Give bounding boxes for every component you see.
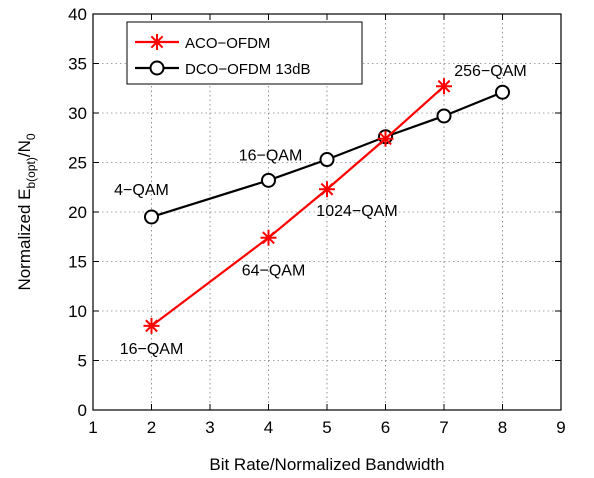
legend-item: ACO−OFDM	[135, 34, 270, 52]
y-tick-label: 40	[68, 5, 87, 24]
y-tick-label: 25	[68, 154, 87, 173]
asterisk-marker	[319, 181, 335, 198]
x-tick-label: 7	[439, 418, 448, 437]
y-tick-label: 5	[78, 352, 87, 371]
series-layer	[143, 78, 510, 334]
legend-items: ACO−OFDM DCO−OFDM 13dB	[135, 34, 310, 78]
y-tick-label: 0	[78, 401, 87, 420]
y-tick-label: 20	[68, 203, 87, 222]
x-tick-label: 5	[322, 418, 331, 437]
y-tick-label: 35	[68, 55, 87, 74]
y-tick-label: 30	[68, 104, 87, 123]
annotations-layer: 16−QAM 64−QAM 1024−QAM 4−QAM 16−QAM 256−QAM	[114, 63, 527, 358]
data-point	[261, 172, 276, 188]
asterisk-marker	[260, 229, 277, 246]
point-annotation: 16−QAM	[239, 147, 303, 164]
asterisk-marker	[377, 130, 394, 147]
x-tick-label: 3	[205, 418, 214, 437]
series-dco-ofdm	[144, 84, 510, 225]
point-annotation: 64−QAM	[242, 263, 306, 280]
series-aco-ofdm	[143, 78, 452, 334]
asterisk-marker	[149, 34, 165, 50]
legend: ACO−OFDM DCO−OFDM 13dB	[126, 21, 363, 85]
data-point	[436, 108, 452, 124]
legend-label: DCO−OFDM 13dB	[185, 61, 310, 78]
x-tick-label: 1	[88, 418, 97, 437]
x-tick-label: 9	[556, 418, 565, 437]
point-annotation: 256−QAM	[454, 63, 526, 80]
axis-ticks: 1 2 3 4 5 6 7 8 9 0 5 10 15 20 25 30 35 40	[68, 5, 566, 437]
y-axis-label-tail: /N	[15, 140, 34, 157]
y-tick-label: 10	[68, 302, 87, 321]
y-tick-label: 15	[68, 253, 87, 272]
legend-marker	[149, 60, 165, 76]
asterisk-marker	[436, 78, 452, 95]
x-axis-label: Bit Rate/Normalized Bandwidth	[209, 455, 444, 474]
point-annotation: 1024−QAM	[316, 203, 397, 220]
y-axis-label-subscript: b(opt)	[24, 157, 38, 188]
y-axis-label-subscript-2: 0	[24, 133, 38, 140]
y-axis-label-main: Normalized E	[15, 189, 34, 291]
legend-box	[126, 21, 363, 85]
x-tick-label: 8	[498, 418, 507, 437]
point-annotation: 4−QAM	[114, 182, 169, 199]
legend-label: ACO−OFDM	[185, 35, 270, 52]
data-point	[319, 152, 335, 168]
series-line	[151, 91, 503, 218]
asterisk-marker	[143, 317, 160, 334]
legend-item: DCO−OFDM 13dB	[135, 60, 310, 78]
x-tick-label: 4	[264, 418, 273, 437]
x-tick-label: 2	[147, 418, 156, 437]
data-point	[495, 84, 510, 100]
data-point	[144, 209, 159, 225]
y-axis-label: Normalized Eb(opt)/N0	[15, 133, 38, 290]
x-tick-label: 6	[381, 418, 390, 437]
point-annotation: 16−QAM	[120, 341, 184, 358]
